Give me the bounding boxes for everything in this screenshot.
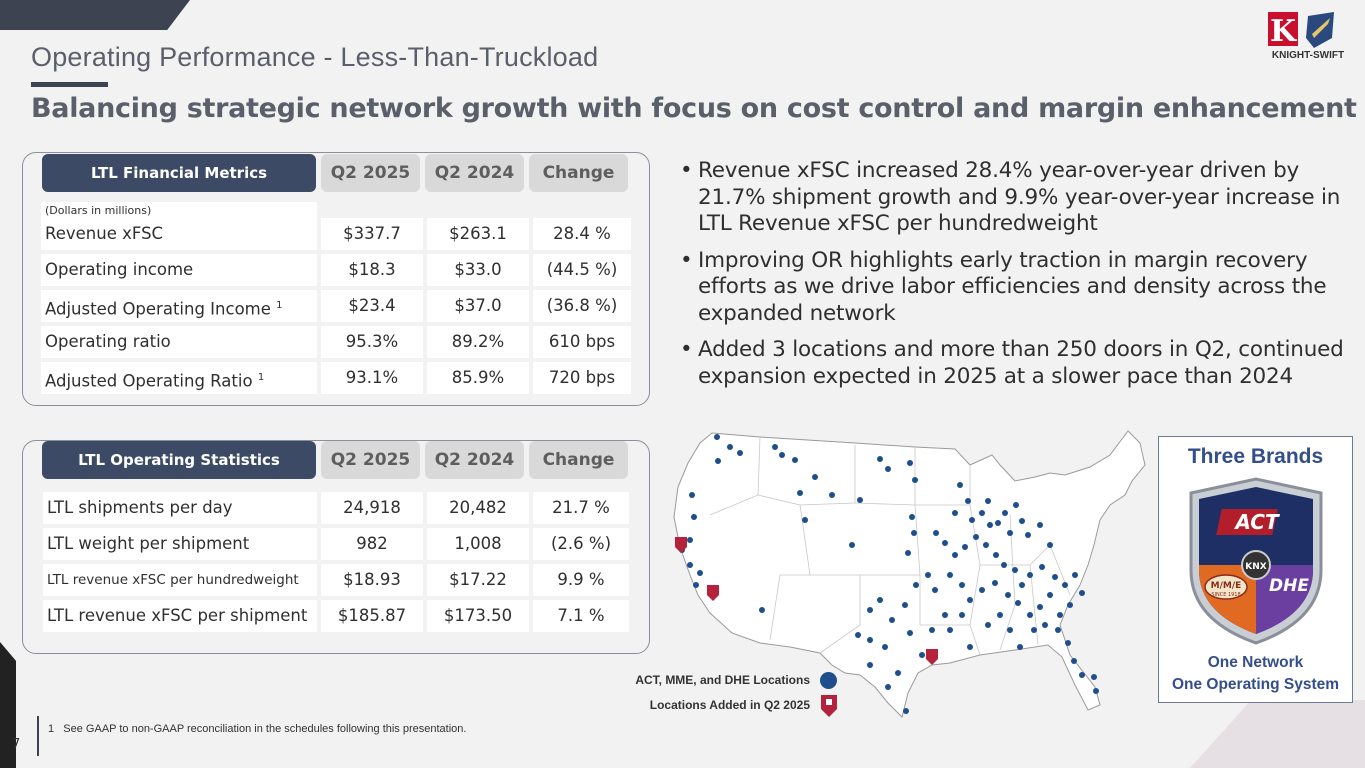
bullet-item: Revenue xFSC increased 28.4% year-over-y…: [680, 158, 1360, 238]
table-row: Adjusted Operating Income 1 $23.4 $37.0 …: [41, 290, 635, 322]
highlights-list: Revenue xFSC increased 28.4% year-over-y…: [680, 158, 1360, 400]
brands-footer: One Network One Operating System: [1171, 654, 1340, 693]
value-q2-2025: $23.4: [321, 290, 423, 322]
footer-divider: [37, 716, 39, 756]
row-label: Adjusted Operating Income 1: [41, 290, 317, 322]
row-label: Operating ratio: [41, 326, 317, 358]
row-label: Adjusted Operating Ratio 1: [41, 362, 317, 394]
value-q2-2024: $263.1: [427, 218, 529, 250]
state-lines: [709, 436, 1071, 656]
row-label: LTL weight per shipment: [43, 528, 317, 560]
brands-shield-icon: ACT KNX M/M/E SINCE 1918 DHE: [1189, 477, 1322, 645]
header-change: Change: [529, 441, 628, 479]
value-q2-2024: 89.2%: [427, 326, 529, 358]
operating-header: LTL Operating Statistics Q2 2025 Q2 2024…: [42, 441, 633, 479]
table-row: Operating ratio 95.3% 89.2% 610 bps: [41, 326, 635, 358]
table-row: Adjusted Operating Ratio 1 93.1% 85.9% 7…: [41, 362, 635, 394]
financial-panel: [22, 152, 650, 406]
brands-title: Three Brands: [1187, 445, 1324, 468]
legend-marker-icon: [821, 695, 837, 717]
value-change: (2.6 %): [533, 528, 629, 560]
svg-text:DHE: DHE: [1269, 576, 1309, 596]
top-accent-bar: [0, 0, 190, 30]
value-q2-2024: 1,008: [427, 528, 529, 560]
row-label: LTL revenue xFSC per hundredweight: [43, 564, 317, 596]
table-row: LTL revenue xFSC per shipment $185.87 $1…: [43, 600, 633, 632]
value-change: 610 bps: [533, 326, 631, 358]
svg-text:KNX: KNX: [1245, 562, 1267, 572]
header-q2-2025: Q2 2025: [321, 441, 420, 479]
value-q2-2024: $173.50: [427, 600, 529, 632]
corner-accent: [1190, 700, 1365, 768]
value-q2-2024: 85.9%: [427, 362, 529, 394]
new-location-markers: [675, 537, 938, 665]
page-number: 7: [12, 737, 21, 752]
table-row: LTL revenue xFSC per hundredweight $18.9…: [43, 564, 633, 596]
dollars-note: (Dollars in millions): [41, 202, 317, 218]
operating-table: LTL shipments per day 24,918 20,482 21.7…: [43, 492, 633, 636]
svg-text:ACT: ACT: [1233, 510, 1280, 534]
svg-text:M/M/E: M/M/E: [1210, 581, 1241, 591]
value-q2-2025: $18.3: [321, 254, 423, 286]
row-label: LTL revenue xFSC per shipment: [43, 600, 317, 632]
value-q2-2024: $33.0: [427, 254, 529, 286]
value-change: 720 bps: [533, 362, 631, 394]
row-label: Operating income: [41, 254, 317, 286]
header-change: Change: [529, 154, 628, 192]
us-outline: [673, 430, 1146, 718]
value-q2-2025: $337.7: [321, 218, 423, 250]
value-q2-2025: 95.3%: [321, 326, 423, 358]
financial-header: LTL Financial Metrics Q2 2025 Q2 2024 Ch…: [42, 154, 633, 192]
knight-swift-logo: K KNIGHT-SWIFT: [1268, 12, 1345, 61]
value-q2-2025: 24,918: [321, 492, 423, 524]
header-q2-2025: Q2 2025: [321, 154, 420, 192]
header-q2-2024: Q2 2024: [425, 441, 524, 479]
value-change: 21.7 %: [533, 492, 629, 524]
table-row: LTL shipments per day 24,918 20,482 21.7…: [43, 492, 633, 524]
table-row: Revenue xFSC $337.7 $263.1 28.4 %: [41, 218, 635, 250]
legend-added-label: Locations Added in Q2 2025: [649, 698, 810, 712]
value-q2-2025: 982: [321, 528, 423, 560]
bullet-item: Improving OR highlights early traction i…: [680, 248, 1360, 328]
value-change: (36.8 %): [533, 290, 631, 322]
value-q2-2024: 20,482: [427, 492, 529, 524]
value-change: 28.4 %: [533, 218, 631, 250]
value-change: 9.9 %: [533, 564, 629, 596]
row-label: Revenue xFSC: [41, 218, 317, 250]
value-q2-2024: $17.22: [427, 564, 529, 596]
page-title: Operating Performance - Less-Than-Truckl…: [31, 42, 599, 72]
value-change: (44.5 %): [533, 254, 631, 286]
footnote-ref: 1: [257, 372, 265, 383]
bullet-item: Added 3 locations and more than 250 door…: [680, 337, 1360, 390]
header-q2-2024: Q2 2024: [425, 154, 524, 192]
operating-panel: [22, 440, 650, 654]
financial-header-title: LTL Financial Metrics: [42, 154, 316, 192]
operating-header-title: LTL Operating Statistics: [42, 441, 316, 479]
row-label: LTL shipments per day: [43, 492, 317, 524]
footnote-ref: 1: [276, 300, 283, 311]
footnote: 1 See GAAP to non-GAAP reconciliation in…: [48, 723, 467, 735]
value-q2-2025: $185.87: [321, 600, 423, 632]
table-row: Operating income $18.3 $33.0 (44.5 %): [41, 254, 635, 286]
value-q2-2025: 93.1%: [321, 362, 423, 394]
legend-existing-label: ACT, MME, and DHE Locations: [635, 673, 810, 687]
svg-text:SINCE 1918: SINCE 1918: [1211, 592, 1240, 598]
left-accent: [0, 642, 16, 768]
page-subtitle: Balancing strategic network growth with …: [31, 93, 1357, 124]
value-q2-2025: $18.93: [321, 564, 423, 596]
table-row: LTL weight per shipment 982 1,008 (2.6 %…: [43, 528, 633, 560]
title-underline: [31, 82, 108, 87]
value-q2-2024: $37.0: [427, 290, 529, 322]
financial-table: (Dollars in millions) Revenue xFSC $337.…: [41, 202, 635, 398]
value-change: 7.1 %: [533, 600, 629, 632]
legend-dot-icon: [820, 672, 837, 689]
svg-text:K: K: [1270, 14, 1297, 49]
location-dots: [679, 434, 1099, 714]
us-locations-map: [673, 430, 1146, 718]
three-brands-box: Three Brands ACT KNX M/M/E SINCE 1918 DH…: [1158, 436, 1353, 703]
